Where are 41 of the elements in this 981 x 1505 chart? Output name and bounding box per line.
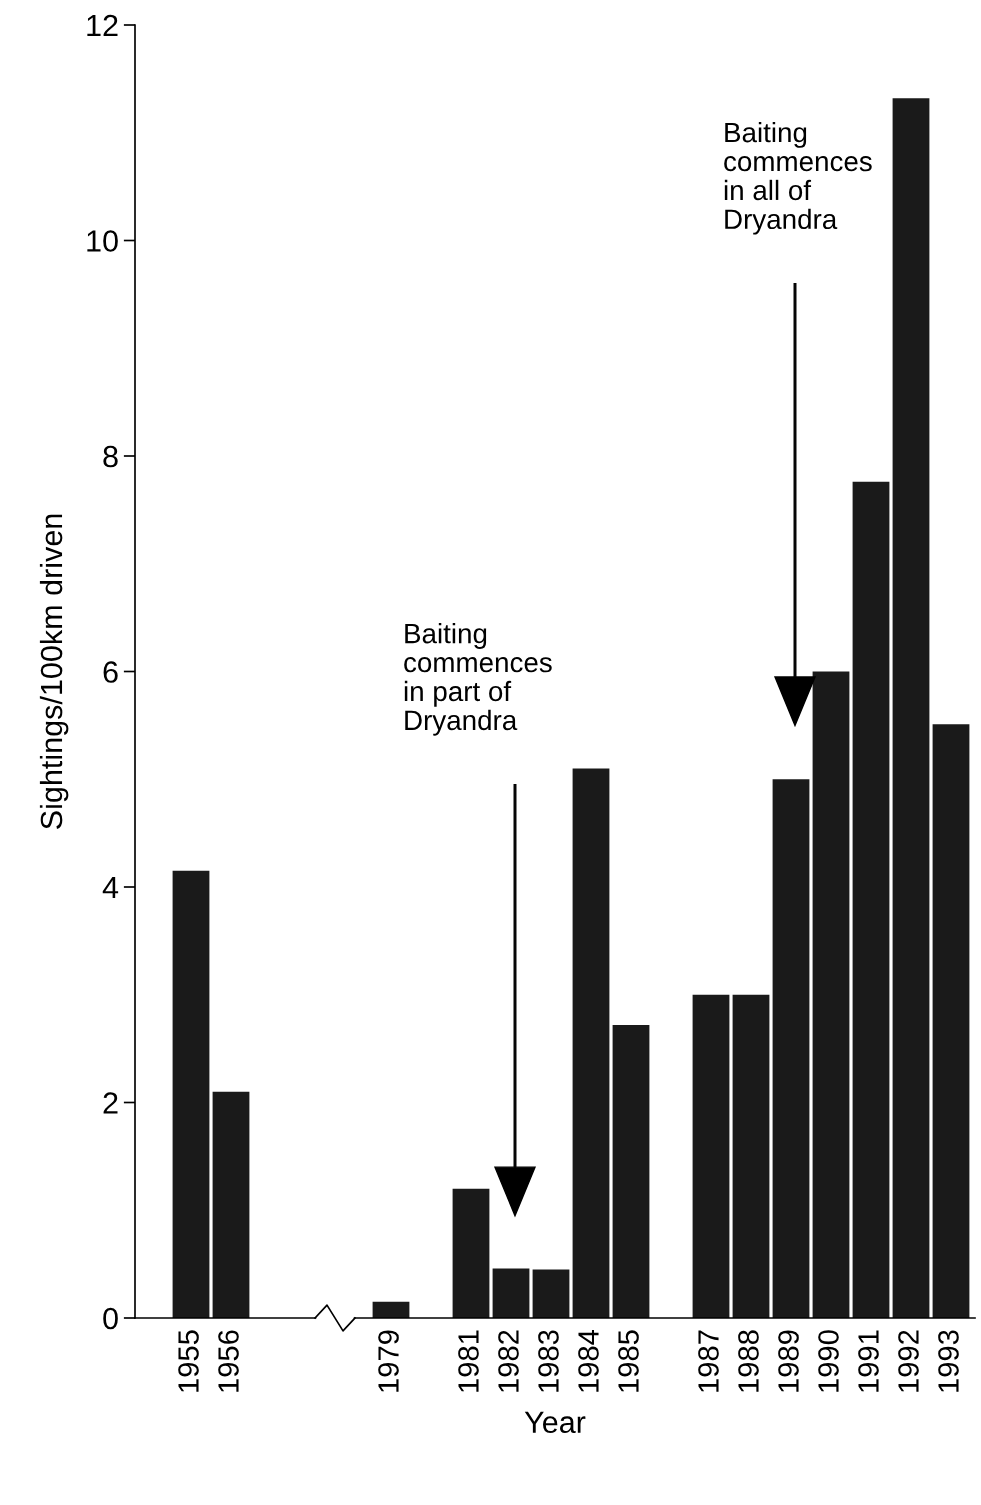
x-tick-label: 1992 xyxy=(898,1330,919,1392)
x-tick-label: 1982 xyxy=(498,1330,519,1392)
bar xyxy=(172,870,210,1318)
y-tick-label: 10 xyxy=(87,230,118,252)
bar xyxy=(532,1269,570,1318)
annotation: Baiting commences in part of Dryandra xyxy=(404,623,552,736)
x-tick-label: 1993 xyxy=(938,1330,959,1392)
x-tick-label: 1987 xyxy=(698,1330,719,1392)
y-tick-label: 0 xyxy=(103,1307,118,1330)
bar xyxy=(732,994,770,1318)
bar xyxy=(212,1091,250,1318)
x-tick-label: 1955 xyxy=(178,1330,199,1392)
x-tick-label: 1979 xyxy=(378,1330,399,1392)
y-tick-label: 4 xyxy=(102,877,119,899)
x-tick-label: 1991 xyxy=(858,1330,879,1392)
x-tick-label: 1985 xyxy=(618,1330,639,1392)
x-tick-label: 1981 xyxy=(458,1330,479,1392)
bar xyxy=(692,994,730,1318)
bar xyxy=(492,1268,530,1318)
bar xyxy=(572,768,610,1318)
y-axis-title: Sightings/100km driven xyxy=(39,514,69,829)
x-axis-title: Year xyxy=(524,1411,586,1434)
y-tick-label: 6 xyxy=(103,661,118,683)
x-tick-label: 1988 xyxy=(738,1330,759,1392)
bar xyxy=(892,98,930,1318)
y-tick-label: 8 xyxy=(103,445,118,468)
x-tick-label: 1984 xyxy=(578,1329,599,1392)
y-tick-label: 2 xyxy=(103,1092,118,1114)
x-tick-label: 1990 xyxy=(818,1330,839,1392)
bar xyxy=(932,724,970,1318)
bar xyxy=(372,1301,410,1318)
bar xyxy=(812,671,850,1318)
bar xyxy=(772,779,810,1318)
bar xyxy=(452,1188,490,1318)
x-tick-label: 1989 xyxy=(778,1330,799,1392)
annotation: Baiting commences in all of Dryandra xyxy=(724,121,872,235)
bar xyxy=(612,1024,650,1318)
x-tick-label: 1983 xyxy=(538,1330,559,1392)
bar xyxy=(852,481,890,1318)
x-tick-label: 1956 xyxy=(218,1330,239,1392)
y-tick-label: 12 xyxy=(87,14,118,37)
